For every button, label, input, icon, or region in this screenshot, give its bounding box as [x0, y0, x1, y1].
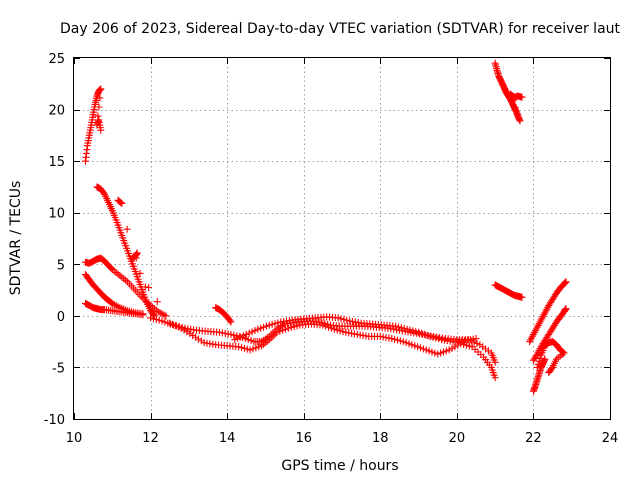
grid: [74, 58, 610, 419]
y-tick-label: 10: [48, 207, 65, 222]
data-point-fill: [511, 104, 519, 112]
data-point: [97, 85, 105, 93]
x-tick-label: 10: [66, 431, 83, 446]
series-arc-22-rise-b: [529, 305, 570, 364]
y-tick-label: 25: [48, 52, 65, 67]
series-arc-22-loop: [533, 338, 568, 377]
data-point: [97, 126, 105, 134]
data-point: [491, 374, 499, 382]
series-arc-lower-band-c: [231, 313, 480, 346]
series-arc-lower-band-b: [166, 319, 499, 382]
y-tick-label: 20: [48, 104, 65, 119]
x-tick-label: 20: [449, 431, 466, 446]
y-tick-label: -10: [44, 413, 65, 428]
data-point: [162, 312, 170, 320]
y-tick-label: -5: [52, 361, 65, 376]
data-point: [227, 318, 235, 326]
data-point: [518, 293, 526, 301]
x-tick-label: 16: [295, 431, 312, 446]
data-point-fill: [536, 354, 544, 362]
series-arc-22-low: [529, 355, 549, 395]
data-point: [516, 117, 524, 125]
data-point-fill: [145, 283, 153, 291]
data-marks: [81, 59, 570, 395]
data-point: [562, 278, 570, 286]
data-point: [139, 311, 147, 319]
y-tick-label: 5: [57, 258, 65, 273]
chart-title: Day 206 of 2023, Sidereal Day-to-day VTE…: [60, 21, 621, 37]
series-arc-21-mid: [491, 281, 526, 301]
data-point-fill: [96, 94, 104, 102]
plot-frame: [73, 57, 611, 420]
data-point: [472, 335, 480, 343]
axis-ticks: 10 12 14 16 18 20 22 24 -10 -5 0 5 10 15 20 25: [44, 52, 619, 446]
data-point: [562, 305, 570, 313]
series-arc-descending-5: [81, 249, 170, 320]
data-point-fill: [514, 110, 522, 118]
data-point-fill: [153, 298, 161, 306]
data-point: [133, 249, 141, 257]
x-tick-label: 14: [219, 431, 236, 446]
data-point: [545, 369, 553, 377]
series-arc-upper-21: [491, 59, 526, 125]
x-tick-label: 22: [525, 431, 542, 446]
x-tick-label: 12: [142, 431, 159, 446]
y-tick-label: 0: [57, 310, 65, 325]
series-arc-22-rise-a: [526, 278, 570, 346]
data-point-fill: [226, 317, 234, 325]
x-axis-label: GPS time / hours: [281, 458, 398, 474]
data-point: [518, 93, 526, 101]
series-arc-early-high: [81, 85, 105, 165]
data-point: [491, 358, 499, 366]
data-point-fill: [546, 367, 554, 375]
data-point-fill: [136, 269, 144, 277]
data-point-fill: [117, 199, 125, 207]
series-arc-small-14: [212, 304, 235, 326]
x-tick-label: 24: [602, 431, 619, 446]
data-point: [118, 199, 126, 207]
data-point-fill: [95, 103, 103, 111]
y-tick-label: 15: [48, 155, 65, 170]
x-tick-label: 18: [372, 431, 389, 446]
data-point: [541, 355, 549, 363]
series-arc-low-flat: [81, 299, 147, 319]
y-axis-label: SDTVAR / TECUs: [8, 181, 24, 296]
data-point-fill: [123, 225, 131, 233]
